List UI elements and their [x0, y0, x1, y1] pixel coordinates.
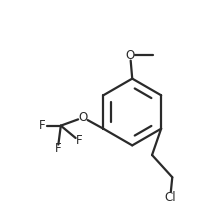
Text: Cl: Cl — [164, 191, 176, 204]
Text: F: F — [54, 142, 61, 155]
Text: F: F — [76, 134, 82, 147]
Text: O: O — [78, 111, 88, 124]
Text: O: O — [126, 49, 135, 62]
Text: F: F — [39, 119, 46, 132]
